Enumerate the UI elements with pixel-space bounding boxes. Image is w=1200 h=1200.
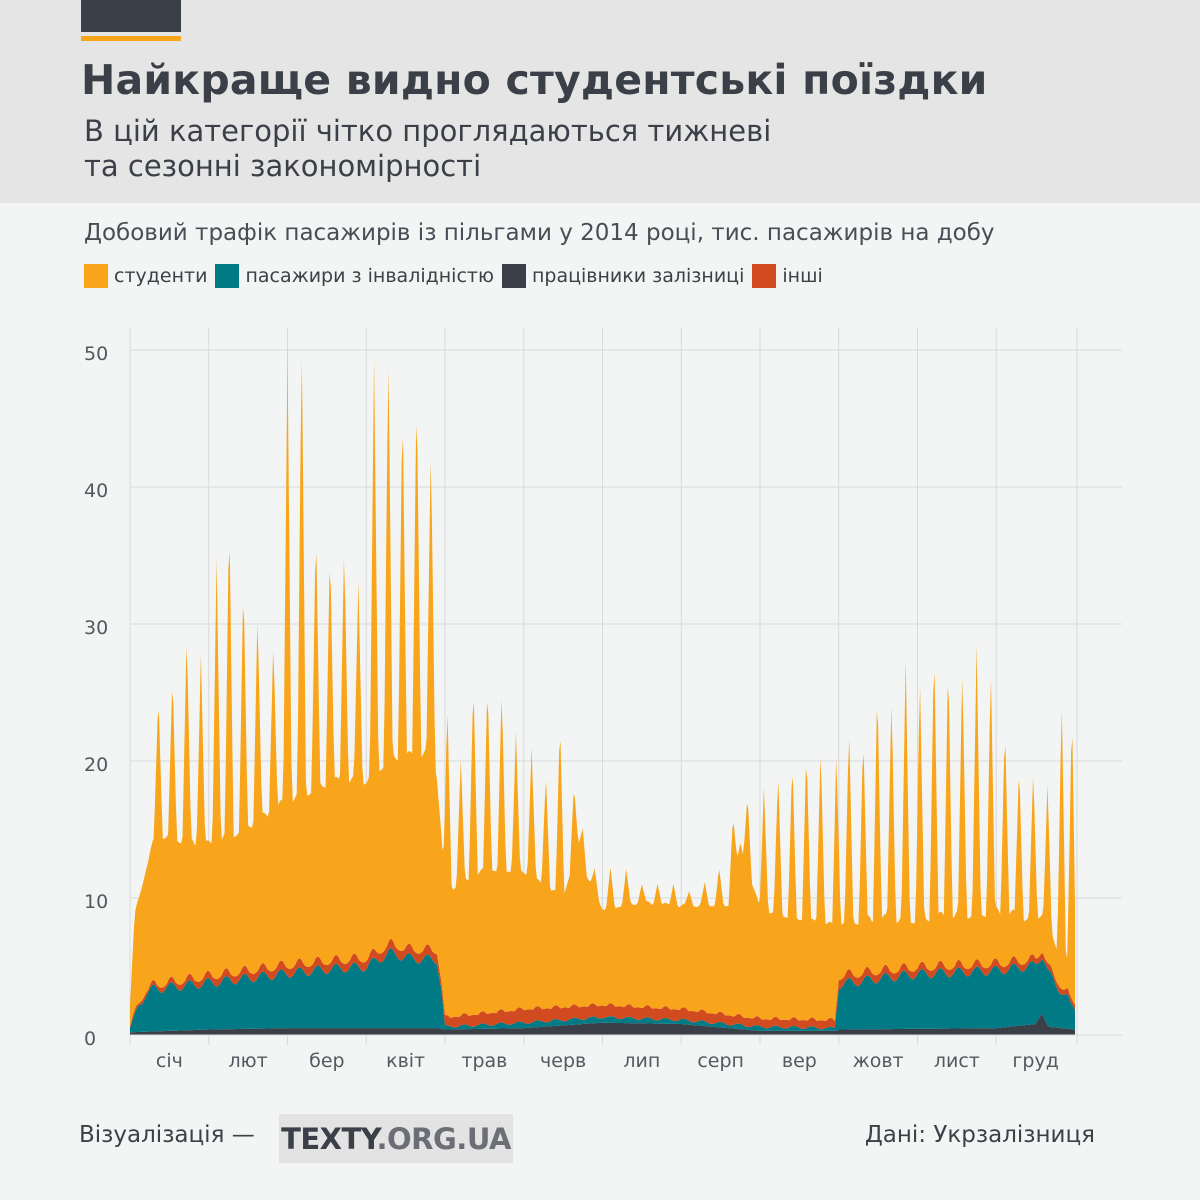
- chart-svg: 0 10 20 30 40 50 січ лют бер квіт трав черв лип серп в…: [84, 328, 1122, 1072]
- legend-label-other: інші: [782, 265, 823, 287]
- area-series-students: [130, 351, 1075, 1027]
- legend-swatch-other: [752, 264, 777, 288]
- logo-main: TEXTY: [281, 1121, 377, 1156]
- legend-label-disabled: пасажири з інвалідністю: [245, 265, 494, 287]
- area-series-other: [130, 939, 1075, 1030]
- visualization-credit: Візуалізація —: [79, 1122, 255, 1148]
- logo-suffix: .ORG.UA: [376, 1121, 512, 1156]
- y-tick-label-50: 50: [84, 343, 108, 365]
- header-band: Найкраще видно студентські поїздки В цій…: [0, 0, 1200, 203]
- brand-accent-line: [81, 36, 181, 41]
- page-title: Найкраще видно студентські поїздки: [81, 56, 988, 104]
- x-tick-label-5: черв: [540, 1050, 586, 1072]
- x-tick-label-7: серп: [697, 1050, 744, 1072]
- chart-title: Добовий трафік пасажирів із пільгами у 2…: [84, 220, 995, 246]
- legend-item-students: студенти: [84, 264, 207, 288]
- brand-bar: [81, 0, 181, 32]
- x-tick-label-0: січ: [156, 1050, 183, 1072]
- x-tick-label-10: лист: [934, 1050, 980, 1072]
- x-tick-label-2: бер: [309, 1050, 344, 1072]
- area-layer: [130, 351, 1075, 1035]
- x-tick-label-4: трав: [461, 1050, 507, 1072]
- page-subtitle: В цій категорії чітко проглядаються тижн…: [84, 114, 1084, 184]
- y-tick-label-30: 30: [84, 617, 108, 639]
- x-tick-label-11: груд: [1012, 1050, 1058, 1072]
- data-source: Дані: Укрзалізниця: [864, 1122, 1095, 1148]
- legend-item-railway: працівники залізниці: [501, 264, 745, 288]
- texty-logo[interactable]: TEXTY.ORG.UA: [279, 1114, 513, 1163]
- area-series-railway: [130, 1013, 1075, 1035]
- area-series-disabled: [130, 948, 1075, 1033]
- legend-swatch-disabled: [215, 264, 240, 288]
- axis-layer: 0 10 20 30 40 50 січ лют бер квіт трав черв лип серп в…: [84, 343, 1122, 1072]
- legend-item-disabled: пасажири з інвалідністю: [215, 264, 494, 288]
- x-tick-label-8: вер: [782, 1050, 817, 1072]
- x-tick-label-3: квіт: [386, 1050, 425, 1072]
- subtitle-line-1: В цій категорії чітко проглядаються тижн…: [84, 114, 772, 148]
- y-tick-label-20: 20: [84, 754, 108, 776]
- chart-legend: студенти пасажири з інвалідністю працівн…: [84, 262, 831, 290]
- subtitle-line-2: та сезонні закономірності: [84, 149, 482, 183]
- y-tick-label-40: 40: [84, 480, 108, 502]
- legend-item-other: інші: [752, 264, 823, 288]
- legend-label-students: студенти: [114, 265, 208, 287]
- x-tick-label-9: жовт: [853, 1050, 904, 1072]
- logo-text: TEXTY.ORG.UA: [281, 1122, 511, 1156]
- legend-label-railway: працівники залізниці: [531, 265, 745, 287]
- legend-swatch-students: [84, 264, 108, 288]
- y-tick-label-0: 0: [84, 1028, 96, 1050]
- x-tick-label-6: лип: [623, 1050, 660, 1072]
- x-tick-label-1: лют: [229, 1050, 268, 1072]
- legend-swatch-railway: [501, 264, 526, 288]
- y-tick-label-10: 10: [84, 891, 108, 913]
